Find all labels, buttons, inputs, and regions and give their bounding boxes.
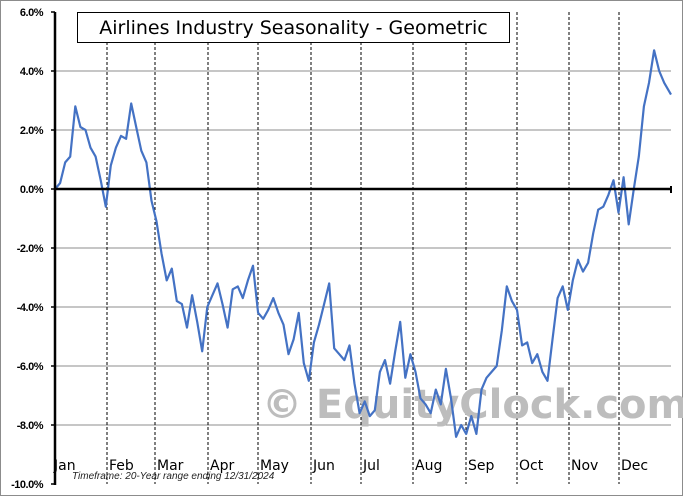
- month-label-aug: Aug: [415, 458, 442, 474]
- y-tick-label: -6.0%: [17, 361, 44, 373]
- y-tick-label: -2.0%: [17, 243, 44, 255]
- month-label-feb: Feb: [109, 458, 134, 474]
- seasonality-line: [54, 49, 672, 438]
- y-tick-label: 6.0%: [20, 7, 44, 19]
- y-tick-label: -8.0%: [17, 420, 44, 432]
- y-tick-label: 0.0%: [20, 184, 44, 196]
- timeframe-note: Timeframe: 20-Year range ending 12/31/20…: [72, 471, 275, 482]
- month-label-jun: Jun: [312, 458, 335, 474]
- month-label-sep: Sep: [468, 458, 495, 474]
- month-label-nov: Nov: [571, 458, 598, 474]
- month-label-dec: Dec: [621, 458, 648, 474]
- y-tick-label: 2.0%: [20, 125, 44, 137]
- month-separator-lines: [106, 12, 620, 484]
- month-label-mar: Mar: [157, 458, 184, 474]
- month-label-oct: Oct: [519, 458, 544, 474]
- y-tick-label: -4.0%: [17, 302, 44, 314]
- month-label-apr: Apr: [210, 458, 234, 474]
- y-tick-label: 4.0%: [20, 66, 44, 78]
- month-label-may: May: [260, 458, 289, 474]
- month-label-jan: Jan: [53, 458, 76, 474]
- y-axis-ticks: 6.0% 4.0% 2.0% 0.0% -2.0% -4.0% -6.0% -8.0% -10.…: [11, 7, 55, 491]
- chart-title: Airlines Industry Seasonality - Geometri…: [77, 12, 510, 43]
- y-tick-label: -10.0%: [11, 479, 44, 491]
- month-label-jul: Jul: [362, 458, 380, 474]
- x-axis-month-labels: Jan Feb Mar Apr May Jun Jul Aug Sep Oct Nov Dec: [53, 458, 648, 474]
- horizontal-gridlines: [55, 70, 671, 426]
